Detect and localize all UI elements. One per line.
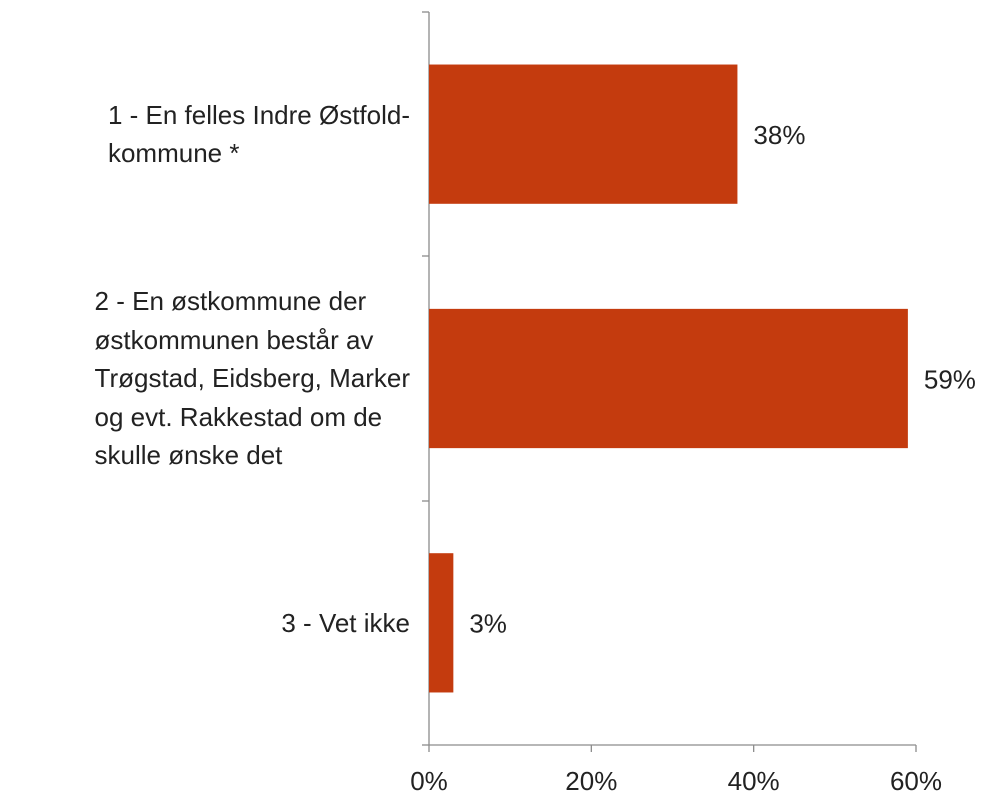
x-tick-label: 40% (728, 766, 780, 796)
category-label-box: 3 - Vet ikke (0, 501, 410, 745)
category-label: 3 - Vet ikke (281, 607, 410, 638)
category-label-box: 1 - En felles Indre Østfold- kommune * (0, 12, 410, 256)
bar (429, 553, 454, 693)
x-tick-label: 20% (565, 766, 617, 796)
category-label: 2 - En østkommune der østkommunen består… (94, 286, 410, 471)
value-label: 38% (753, 120, 805, 150)
value-label: 59% (924, 364, 976, 394)
bar (429, 308, 908, 449)
value-label: 3% (469, 609, 507, 639)
category-label-box: 2 - En østkommune der østkommunen består… (0, 256, 410, 500)
x-tick-label: 0% (410, 766, 448, 796)
x-tick-label: 60% (890, 766, 942, 796)
bar (429, 64, 738, 204)
category-label: 1 - En felles Indre Østfold- kommune * (107, 99, 410, 169)
